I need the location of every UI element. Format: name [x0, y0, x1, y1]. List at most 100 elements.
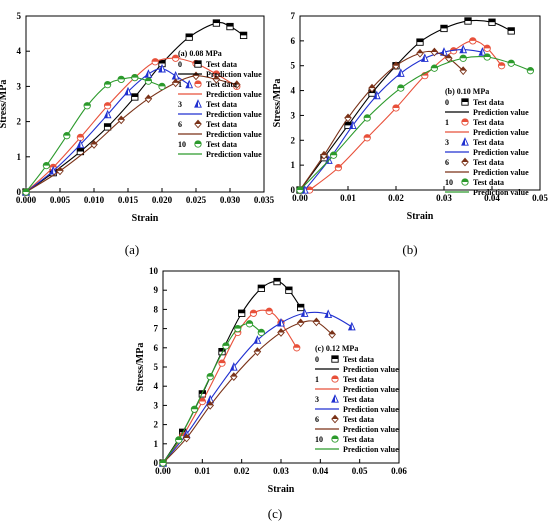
data-point: [348, 120, 357, 130]
legend-marker: [194, 99, 202, 108]
data-point: [56, 166, 64, 176]
data-point: [198, 397, 206, 406]
legend-pred-label: Prediction value: [473, 128, 529, 137]
data-point: [347, 321, 356, 331]
data-point: [76, 147, 85, 156]
series-6: [296, 47, 467, 195]
panel-caption: (c): [268, 506, 282, 521]
legend-series-name: 6: [178, 120, 182, 129]
prediction-line: [299, 19, 512, 191]
y-tick-label: 3: [291, 110, 296, 120]
legend-marker: [194, 140, 202, 148]
data-point: [459, 66, 467, 76]
y-tick-label: 3: [17, 81, 22, 91]
prediction-line: [304, 49, 483, 191]
legend-series-name: 6: [445, 158, 449, 167]
y-tick-label: 4: [17, 46, 22, 56]
legend-test-label: Test data: [343, 435, 374, 444]
data-point: [226, 22, 234, 31]
data-point: [497, 62, 506, 70]
data-point: [249, 309, 258, 317]
data-point: [277, 328, 285, 337]
x-tick-label: 0.04: [312, 466, 328, 476]
data-point: [296, 318, 305, 328]
data-point: [363, 134, 371, 142]
chart-panel-a: 0.000 0.005 0.010 0.015 0.020 0.025 0.030 0.035…: [0, 11, 275, 257]
legend-series-name: 0: [315, 355, 319, 364]
data-point: [218, 359, 226, 367]
prediction-line: [299, 50, 464, 191]
chart-panel-b: 0.00 0.01 0.02 0.03 0.04 0.05 0 1 2 3 4 5 6 7 Strain St…: [272, 11, 548, 257]
legend-pred-label: Prediction value: [343, 425, 399, 434]
y-tick-label: 4: [291, 86, 296, 96]
legend-test-label: Test data: [473, 118, 504, 127]
legend-series-name: 1: [178, 80, 182, 89]
data-point: [239, 31, 248, 40]
data-point: [218, 347, 226, 356]
series-3: [159, 308, 356, 467]
x-tick-label: 0.00: [155, 466, 171, 476]
data-point: [488, 18, 496, 26]
series-6: [22, 71, 241, 197]
data-point: [483, 53, 491, 61]
legend-series-name: 10: [178, 140, 186, 149]
x-tick-label: 0.05: [532, 193, 548, 203]
data-point: [212, 74, 221, 84]
legend-test-label: Test data: [206, 120, 237, 129]
data-point: [329, 151, 338, 159]
data-point: [22, 188, 30, 196]
legend-test-label: Test data: [343, 395, 374, 404]
data-point: [464, 17, 472, 25]
data-point: [257, 284, 265, 292]
legend-series-name: 10: [445, 178, 453, 187]
data-point: [182, 433, 191, 443]
legend-test-label: Test data: [343, 415, 374, 424]
y-tick-label: 9: [154, 285, 159, 295]
data-point: [320, 150, 328, 160]
legend-test-label: Test data: [206, 140, 237, 149]
legend-series-name: 3: [445, 138, 449, 147]
data-point: [144, 69, 153, 78]
data-point: [49, 165, 58, 175]
data-point: [469, 37, 477, 45]
legend-test-label: Test data: [206, 60, 237, 69]
legend-pred-label: Prediction value: [343, 405, 399, 414]
data-point: [158, 82, 166, 91]
data-point: [103, 109, 112, 119]
data-point: [293, 344, 301, 352]
legend-pred-label: Prediction value: [206, 150, 262, 159]
data-point: [185, 79, 194, 89]
y-axis-label: Stress/MPa: [135, 343, 146, 392]
y-tick-label: 8: [154, 304, 159, 314]
legend-title: (a) 0.08 MPa: [178, 49, 222, 58]
series-10: [22, 73, 166, 196]
legend-pred-label: Prediction value: [473, 188, 529, 197]
x-tick-label: 0.03: [273, 466, 289, 476]
data-point: [305, 186, 314, 194]
data-point: [324, 309, 333, 318]
data-point: [420, 53, 429, 62]
legend-marker: [461, 137, 469, 146]
data-point: [396, 68, 405, 77]
data-point: [478, 47, 487, 56]
data-point: [430, 64, 439, 72]
legend-test-label: Test data: [343, 375, 374, 384]
legend-title: (c) 0.12 MPa: [315, 344, 358, 353]
y-tick-label: 2: [291, 135, 296, 145]
legend-pred-label: Prediction value: [473, 108, 529, 117]
data-point: [206, 372, 214, 381]
x-tick-label: 0.05: [352, 466, 368, 476]
y-tick-label: 7: [291, 11, 296, 21]
legend-pred-label: Prediction value: [473, 148, 529, 157]
y-tick-label: 1: [154, 439, 159, 449]
legend-series-name: 10: [315, 435, 323, 444]
legend-test-label: Test data: [206, 80, 237, 89]
data-point: [131, 73, 139, 82]
series-10: [159, 320, 265, 467]
x-tick-label: 0.010: [84, 195, 105, 205]
y-tick-label: 7: [154, 324, 159, 334]
legend-marker: [331, 435, 339, 443]
legend-marker: [194, 60, 202, 68]
series-3: [300, 44, 487, 194]
x-tick-label: 0.020: [152, 195, 173, 205]
